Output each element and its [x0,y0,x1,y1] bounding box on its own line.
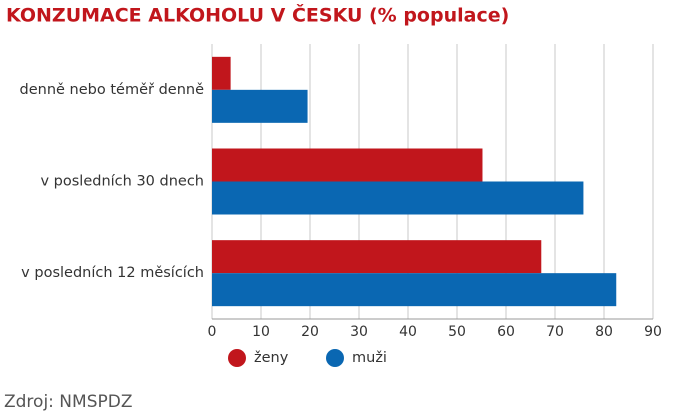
x-tick-label: 30 [350,324,368,340]
chart-title: KONZUMACE ALKOHOLU V ČESKU (% populace) [6,3,509,27]
x-tick-label: 90 [644,324,662,340]
legend-label: ženy [254,350,289,366]
bar [212,56,231,90]
bar [212,89,308,123]
x-tick-label: 60 [497,324,515,340]
x-tick-label: 0 [208,324,217,340]
x-tick-label: 50 [448,324,466,340]
y-tick-label: v posledních 12 měsících [21,265,204,281]
y-tick-label: denně nebo téměř denně [20,82,205,98]
bar [212,240,542,274]
x-tick-label: 40 [399,324,417,340]
x-tick-label: 80 [595,324,613,340]
x-tick-label: 20 [301,324,319,340]
source: Zdroj: NMSPDZ [4,392,132,412]
bar [212,148,483,182]
y-tick-label: v posledních 30 dnech [40,174,204,190]
legend-label: muži [352,350,387,366]
legend-marker [326,349,344,367]
bar [212,181,584,215]
legend-marker [228,349,246,367]
x-tick-label: 70 [546,324,564,340]
x-tick-label: 10 [252,324,270,340]
bar [212,273,617,307]
